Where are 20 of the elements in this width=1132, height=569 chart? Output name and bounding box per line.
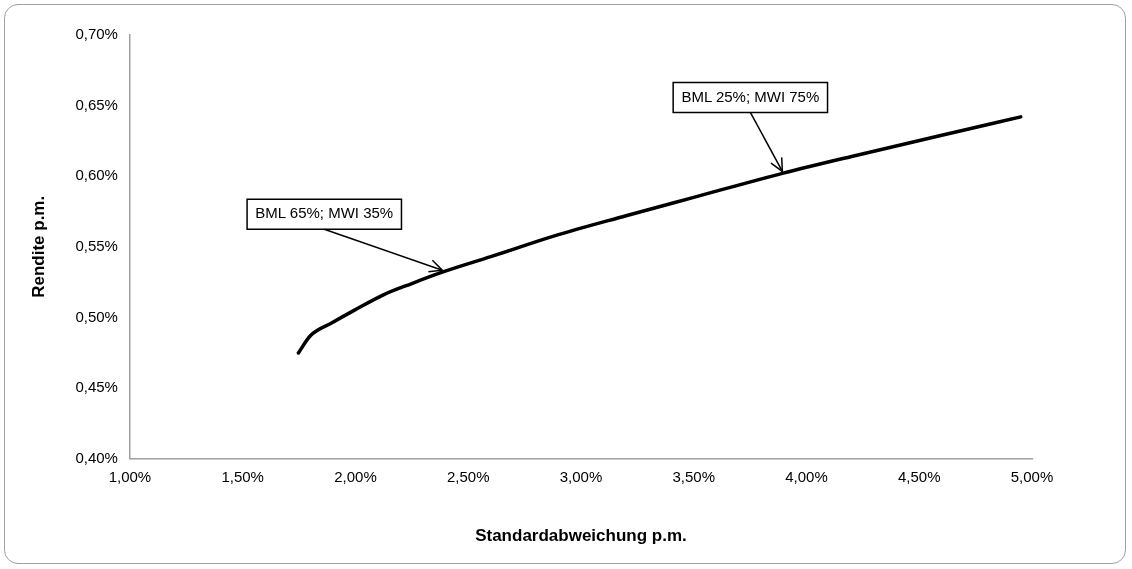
y-tick-label: 0,70% [75,25,118,43]
x-tick-label: 2,00% [334,467,377,485]
x-tick-label: 4,50% [897,467,941,485]
y-axis-title: Rendite p.m. [28,195,48,298]
y-tick-label: 0,60% [75,166,118,184]
x-tick-label: 3,50% [672,467,715,485]
y-tick-label: 0,40% [75,448,118,466]
x-tick-label: 5,00% [1010,467,1054,485]
x-tick-label: 4,00% [785,467,828,485]
x-tick-label: 2,50% [446,467,490,485]
y-tick-label: 0,55% [75,236,118,254]
annotation: BML 65%; MWI 35% [255,204,394,222]
x-tick-label: 1,50% [221,467,264,485]
y-tick-label: 0,65% [75,95,118,113]
y-tick-label: 0,45% [75,378,118,396]
x-tick-label: 1,00% [108,467,152,485]
x-tick-label: 3,00% [559,467,603,485]
y-tick-label: 0,50% [75,307,118,325]
annotation: BML 25%; MWI 75% [681,87,820,105]
x-axis-title: Standardabweichung p.m. [475,526,687,546]
